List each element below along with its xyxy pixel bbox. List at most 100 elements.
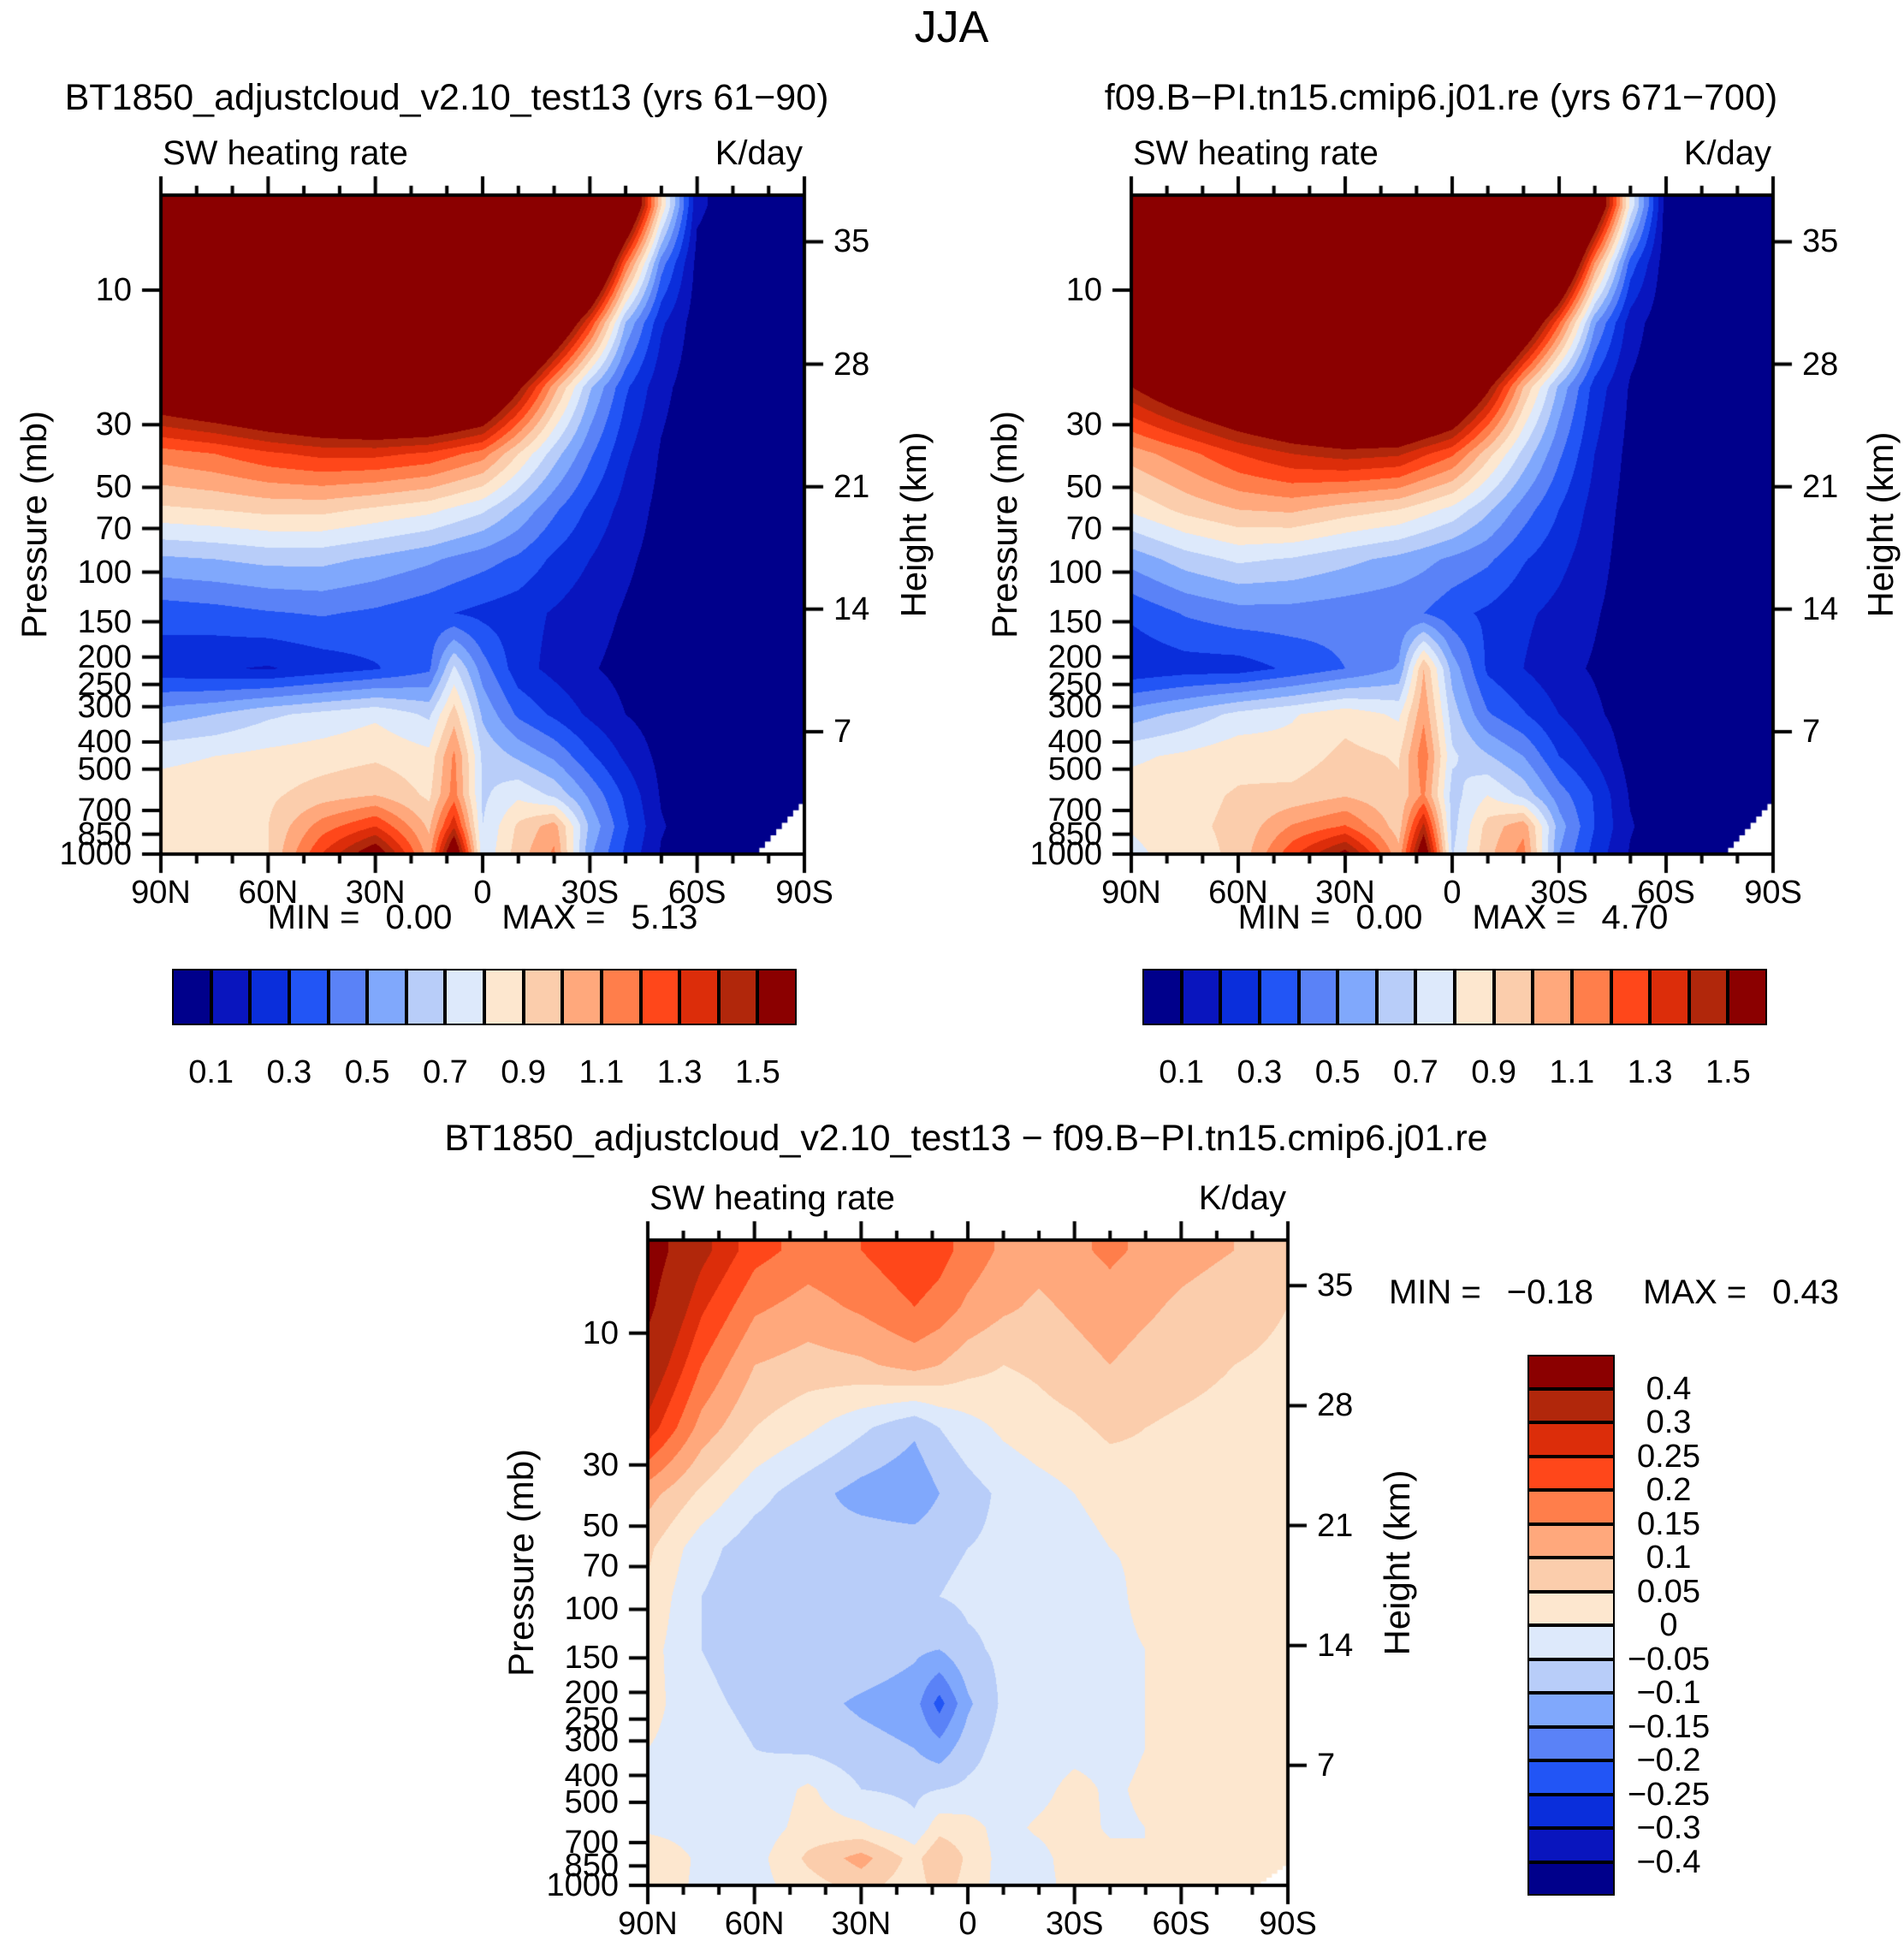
colorbar-segment [406, 969, 446, 1025]
pressure-tick-label: 50 [582, 1508, 619, 1545]
colorbar-segment [679, 969, 719, 1025]
colorbar-label: −0.25 [1627, 1776, 1711, 1813]
x-tick-label: 30N [831, 1906, 892, 1935]
x-tick-label: 30N [1315, 875, 1375, 911]
pressure-tick-label: 250 [1047, 666, 1102, 703]
height-tick-label: 28 [833, 346, 870, 383]
colorbar-label: 0.5 [344, 1054, 390, 1090]
colorbar-label: 0.05 [1637, 1573, 1700, 1610]
colorbar-label: 0.1 [1646, 1540, 1692, 1576]
colorbar-segment [1298, 969, 1338, 1025]
x-tick-label: 90S [1259, 1906, 1317, 1935]
panel-left-units-label: K/day [715, 134, 803, 172]
colorbar-label: −0.4 [1636, 1843, 1701, 1880]
colorbar-segment [1527, 1355, 1615, 1389]
colorbar-label: 0.7 [1392, 1054, 1438, 1090]
colorbar-label: 0.5 [1314, 1054, 1361, 1090]
panel-left-field-label: SW heating rate [163, 134, 408, 172]
height-tick-label: 7 [833, 713, 852, 750]
colorbar-label: 1.1 [578, 1054, 625, 1090]
colorbar-label: 1.1 [1549, 1054, 1595, 1090]
colorbar-segment [445, 969, 484, 1025]
x-tick-label: 60N [1208, 875, 1268, 911]
pressure-tick-label: 400 [77, 723, 132, 760]
max-label: MAX = [501, 899, 606, 936]
pressure-tick-label: 30 [95, 407, 132, 443]
colorbar-segment [1527, 1591, 1615, 1625]
x-tick-label: 60N [724, 1906, 785, 1935]
panel-left-title: BT1850_adjustcloud_v2.10_test13 (yrs 61−… [64, 77, 829, 118]
pressure-tick-label: 700 [1047, 792, 1102, 828]
x-tick-label: 30S [1045, 1906, 1104, 1935]
colorbar-segment [1728, 969, 1767, 1025]
colorbar-segment [1527, 1794, 1615, 1828]
height-tick-label: 14 [1802, 591, 1839, 627]
pressure-tick-label: 70 [95, 510, 132, 547]
colorbar-label: 0.15 [1637, 1505, 1700, 1542]
colorbar-segment [1527, 1861, 1615, 1896]
pressure-tick-label: 250 [77, 666, 132, 703]
colorbar-segment [1527, 1625, 1615, 1659]
colorbar-segment [1338, 969, 1377, 1025]
panel-right-title: f09.B−PI.tn15.cmip6.j01.re (yrs 671−700) [1104, 77, 1778, 118]
pressure-tick-label: 150 [77, 603, 132, 640]
panel-right-contour-canvas [1102, 169, 1802, 888]
min-label: MIN = [1237, 899, 1331, 936]
colorbar-label: 0.4 [1646, 1370, 1692, 1407]
panel-diff-height-axis-label: Height (km) [1377, 1469, 1417, 1656]
height-tick-label: 28 [1317, 1387, 1354, 1424]
height-tick-label: 35 [1317, 1267, 1354, 1304]
colorbar-segment [1650, 969, 1689, 1025]
panel-left-contour-canvas [132, 169, 833, 888]
colorbar-label: 1.5 [734, 1054, 780, 1090]
pressure-tick-label: 150 [564, 1640, 619, 1677]
height-tick-label: 7 [1317, 1747, 1336, 1784]
colorbar-segment [1527, 1388, 1615, 1422]
pressure-tick-label: 700 [77, 792, 132, 828]
colorbar-label: 1.3 [1627, 1054, 1673, 1090]
height-tick-label: 21 [1317, 1507, 1354, 1544]
pressure-tick-label: 70 [582, 1548, 619, 1585]
min-value: −0.18 [1506, 1273, 1593, 1311]
colorbar-segment [1415, 969, 1455, 1025]
colorbar-label: −0.1 [1636, 1675, 1701, 1711]
pressure-tick-label: 1000 [546, 1867, 619, 1903]
colorbar-segment [718, 969, 758, 1025]
height-tick-label: 21 [1802, 468, 1839, 505]
colorbar-label: 0.1 [188, 1054, 234, 1090]
colorbar-label: −0.3 [1636, 1810, 1701, 1846]
max-value: 5.13 [631, 899, 698, 936]
colorbar-segment [601, 969, 641, 1025]
pressure-tick-label: 70 [1065, 510, 1102, 547]
pressure-tick-label: 850 [1047, 816, 1102, 852]
pressure-tick-label: 100 [1047, 554, 1102, 591]
pressure-tick-label: 1000 [59, 836, 132, 872]
pressure-tick-label: 150 [1047, 603, 1102, 640]
pressure-tick-label: 300 [564, 1723, 619, 1760]
x-tick-label: 30N [345, 875, 406, 911]
panel-right-stats: MIN = 0.00 MAX = 4.70 [1238, 899, 1669, 937]
colorbar-label: 0.1 [1159, 1054, 1205, 1090]
colorbar-segment [1527, 1726, 1615, 1760]
figure-title: JJA [914, 3, 989, 52]
pressure-tick-label: 200 [564, 1674, 619, 1711]
colorbar-segment [484, 969, 524, 1025]
x-tick-label: 30S [561, 875, 620, 911]
colorbar-segment [1527, 1558, 1615, 1592]
colorbar-segment [1259, 969, 1299, 1025]
pressure-tick-label: 200 [1047, 638, 1102, 675]
panel-right-height-axis-label: Height (km) [1860, 431, 1901, 618]
x-tick-label: 90N [1101, 875, 1161, 911]
colorbar-segment [1527, 1523, 1615, 1558]
colorbar-segment [1533, 969, 1572, 1025]
colorbar-segment [367, 969, 406, 1025]
pressure-tick-label: 850 [564, 1848, 619, 1885]
panel-diff-contour-canvas [619, 1214, 1317, 1920]
pressure-tick-label: 500 [564, 1784, 619, 1820]
colorbar-label: 0.3 [1646, 1404, 1692, 1440]
pressure-tick-label: 100 [564, 1591, 619, 1628]
colorbar-segment [1220, 969, 1260, 1025]
panel-diff-stats: MIN = −0.18 MAX = 0.43 [1389, 1273, 1839, 1312]
pressure-tick-label: 50 [1065, 469, 1102, 506]
pressure-tick-label: 30 [582, 1446, 619, 1483]
